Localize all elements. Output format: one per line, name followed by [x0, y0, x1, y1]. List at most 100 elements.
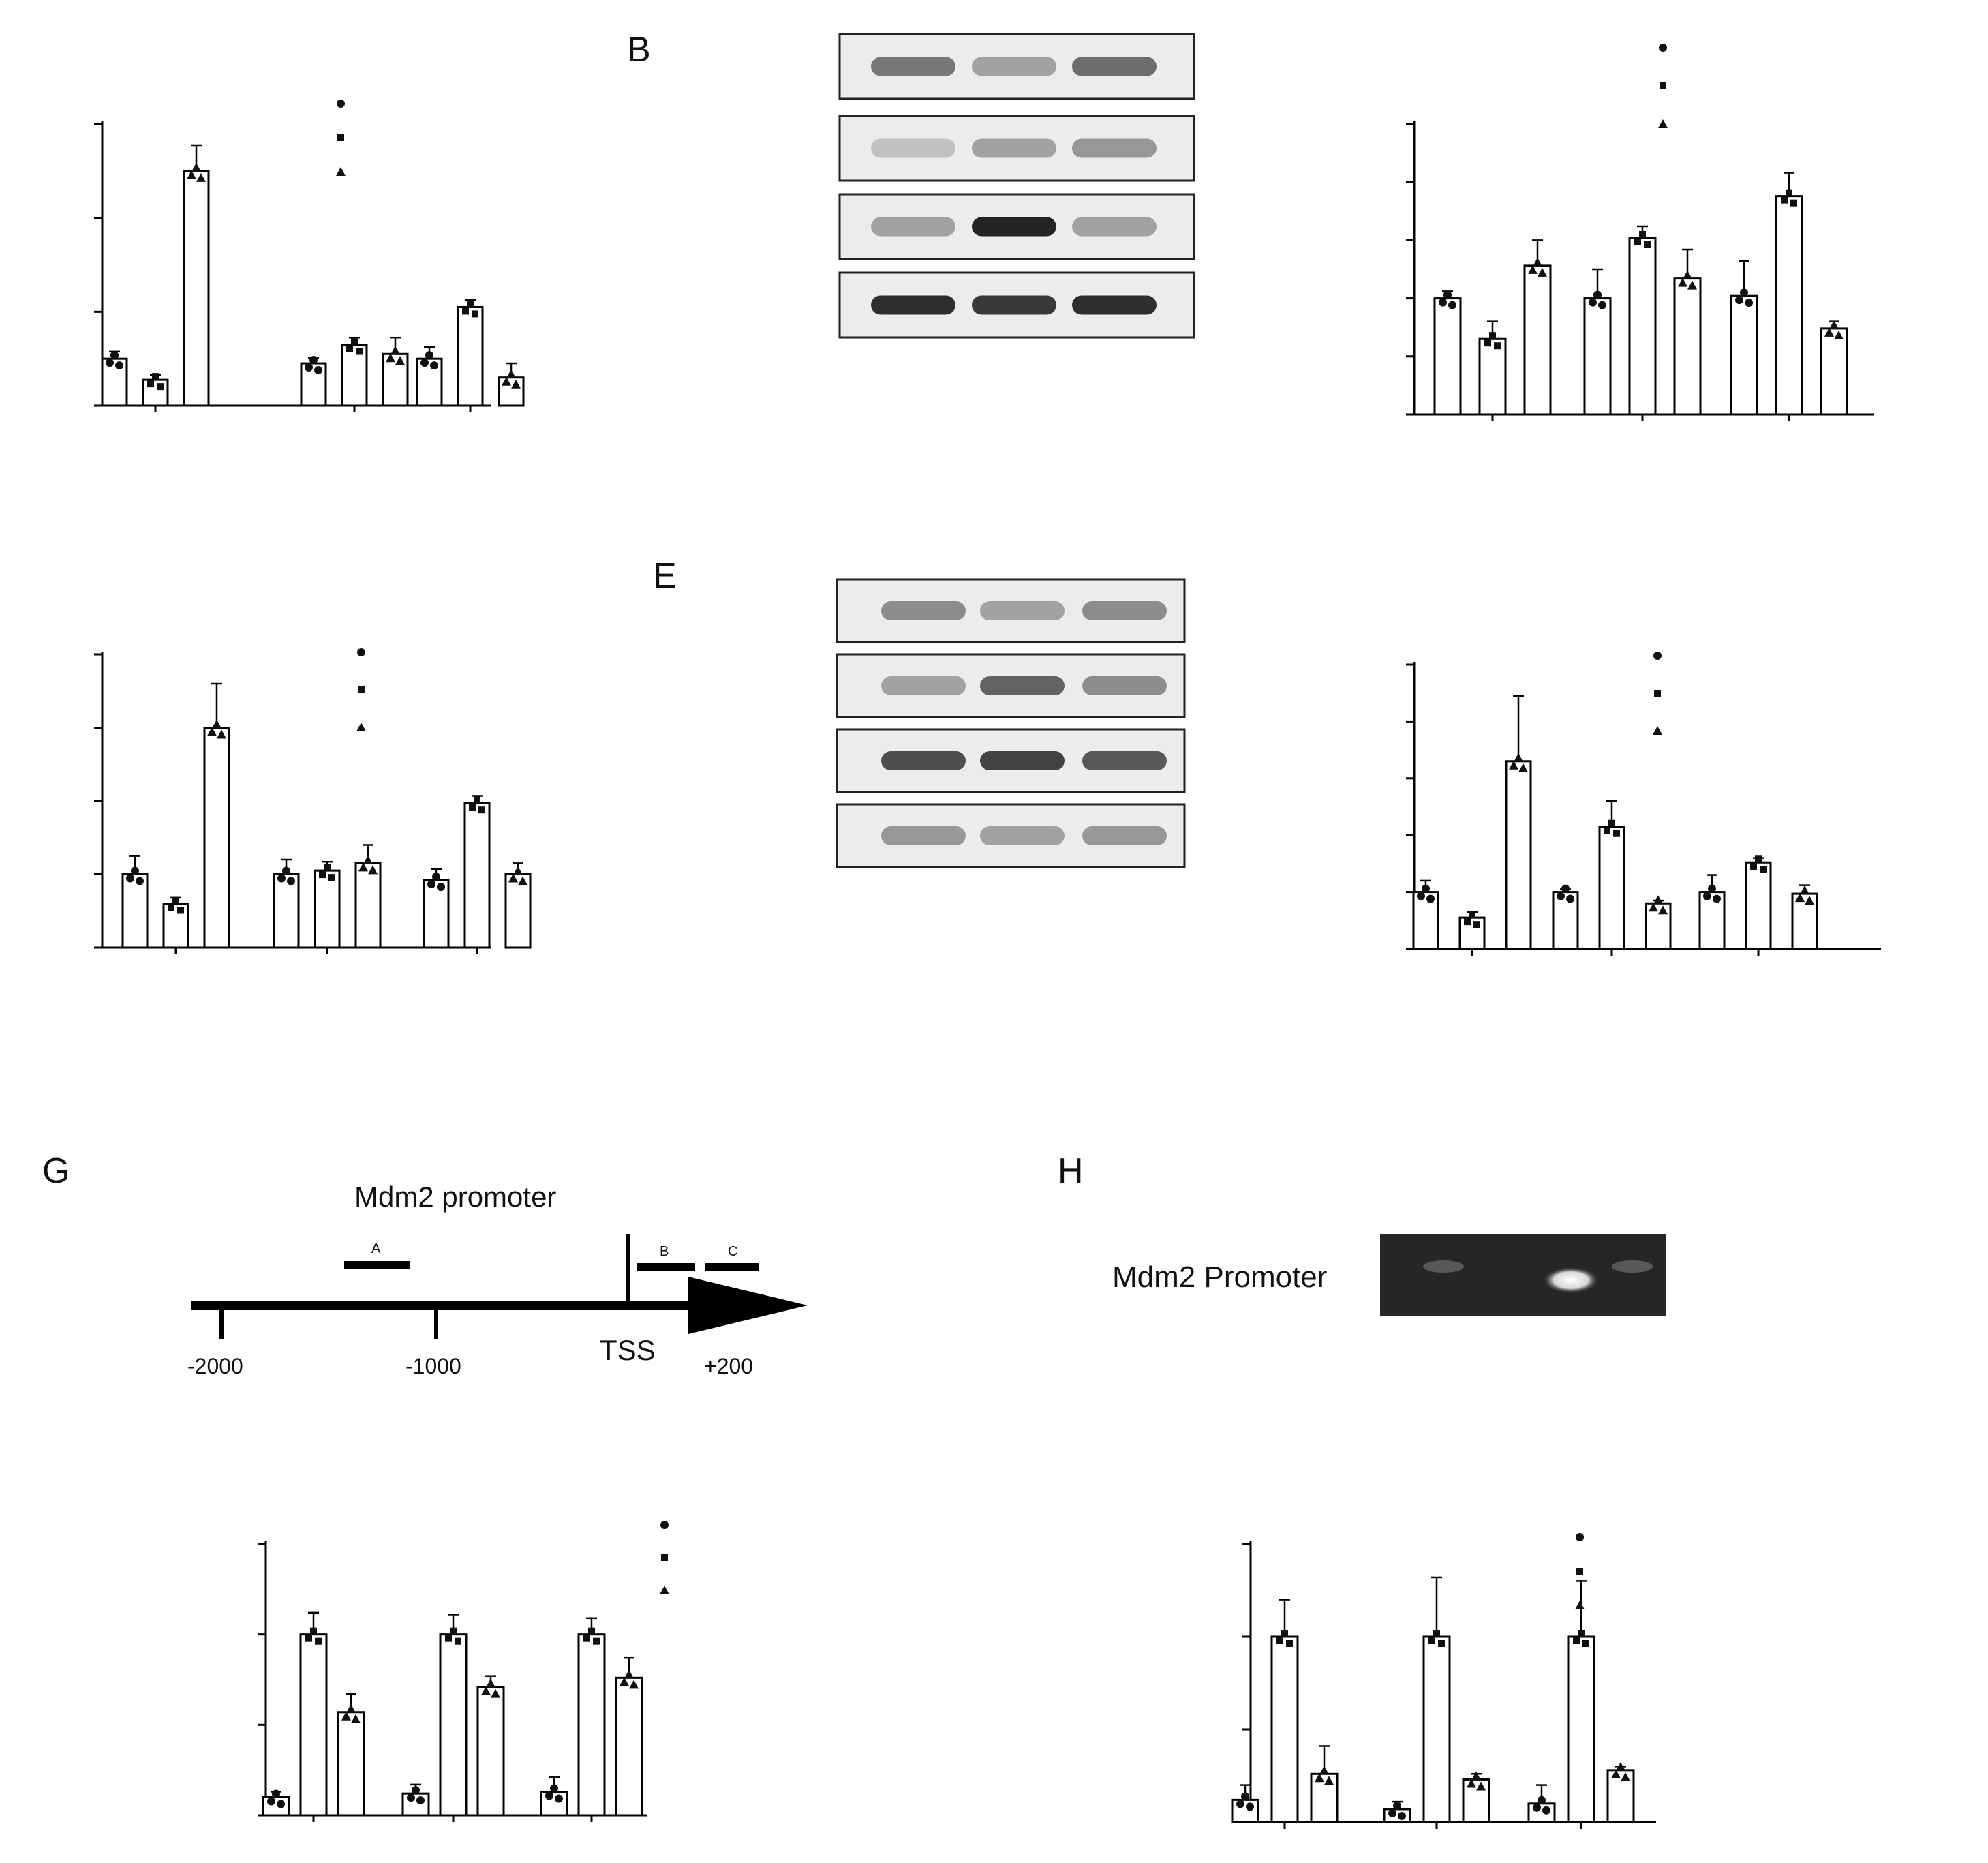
position-plus-200: +200 — [704, 1354, 753, 1378]
data-point — [437, 883, 445, 892]
blot-band — [871, 138, 955, 158]
data-point — [506, 369, 516, 378]
data-point — [358, 862, 368, 872]
data-point — [1388, 1808, 1396, 1817]
data-point — [545, 1791, 553, 1800]
data-point — [1469, 911, 1475, 918]
data-point — [1417, 892, 1425, 900]
data-point — [207, 727, 217, 736]
amplicon-b-bar — [637, 1263, 695, 1271]
bar-C-0-2 — [1523, 264, 1552, 416]
legend-marker — [336, 167, 346, 176]
data-point — [1658, 905, 1668, 915]
data-point — [277, 1800, 285, 1808]
gel-row-label: Mdm2 Promoter — [1112, 1260, 1327, 1294]
legend-marker — [1575, 1601, 1585, 1609]
bar-F-1-1 — [1598, 826, 1625, 950]
data-point — [1824, 327, 1834, 337]
data-point — [472, 310, 478, 318]
data-point — [555, 1794, 563, 1803]
data-point — [287, 877, 295, 885]
data-point — [420, 359, 429, 367]
data-point — [341, 1711, 351, 1721]
legend-marker — [357, 648, 365, 656]
blot-band — [972, 57, 1056, 76]
data-point — [309, 356, 318, 365]
blot-band — [1072, 217, 1157, 237]
blot-band — [881, 601, 966, 620]
chart-C — [1406, 44, 1874, 421]
bar-D-2-2 — [504, 873, 532, 949]
data-point — [1649, 903, 1658, 912]
data-point — [196, 172, 206, 182]
data-point — [157, 383, 164, 391]
gel-H: H Mdm2 Promoter — [1058, 1151, 1666, 1316]
data-point — [1433, 1630, 1440, 1637]
data-point — [1708, 884, 1716, 893]
data-point — [1448, 301, 1456, 309]
legend-marker — [1576, 1568, 1583, 1575]
data-point — [416, 1796, 425, 1805]
data-point — [1514, 753, 1523, 762]
data-point — [136, 877, 144, 885]
data-point — [315, 1637, 322, 1645]
data-point — [212, 719, 221, 729]
chart-D — [94, 648, 532, 954]
data-point — [1834, 330, 1844, 339]
legend-marker — [1659, 44, 1667, 52]
blot-band — [871, 217, 955, 237]
data-point — [588, 1627, 595, 1635]
data-point — [1703, 892, 1711, 900]
data-point — [445, 1635, 452, 1642]
amplicon-a-label: A — [371, 1241, 381, 1256]
data-point — [1740, 288, 1748, 297]
data-point — [1494, 342, 1501, 350]
gel-band — [1612, 1260, 1653, 1273]
data-point — [1398, 1811, 1406, 1820]
data-point — [351, 337, 358, 345]
data-point — [1613, 830, 1620, 837]
data-point — [1473, 921, 1480, 928]
data-point — [1578, 1630, 1585, 1637]
data-point — [1760, 866, 1767, 873]
data-point — [1489, 332, 1496, 339]
blot-band — [1082, 601, 1167, 620]
data-point — [1533, 1803, 1541, 1812]
chart-A — [94, 100, 525, 412]
bar-J-2-1 — [1567, 1635, 1595, 1823]
data-point — [508, 873, 518, 883]
data-point — [1593, 290, 1602, 299]
bar-C-2-2 — [1820, 327, 1848, 416]
data-point — [1678, 277, 1687, 287]
data-point — [1829, 320, 1839, 329]
data-point — [1589, 298, 1597, 307]
data-point — [152, 373, 159, 380]
data-point — [1324, 1776, 1334, 1785]
data-point — [1426, 894, 1435, 903]
bar-F-2-2 — [1791, 892, 1818, 950]
data-point — [462, 307, 469, 315]
data-point — [407, 1793, 415, 1802]
data-point — [305, 1635, 312, 1642]
data-point — [305, 363, 313, 372]
bar-I-2-2 — [615, 1676, 643, 1817]
data-point — [217, 729, 226, 739]
data-point — [356, 348, 363, 355]
data-point — [1476, 1781, 1486, 1791]
bar-C-0-0 — [1433, 297, 1462, 416]
data-point — [518, 876, 527, 885]
data-point — [593, 1637, 600, 1645]
bar-J-0-0 — [1231, 1798, 1259, 1823]
data-point — [277, 874, 286, 883]
bar-I-2-0 — [540, 1791, 568, 1817]
legend-marker — [356, 723, 366, 731]
bar-D-0-1 — [162, 903, 189, 949]
western-blot-E: E — [653, 556, 1186, 868]
data-point — [168, 904, 174, 911]
blot-band — [1082, 751, 1167, 770]
panel-label-E: E — [653, 556, 677, 596]
bar-J-1-0 — [1383, 1808, 1411, 1823]
data-point — [1471, 1771, 1481, 1781]
bar-I-2-1 — [577, 1633, 606, 1817]
data-point — [131, 866, 139, 875]
